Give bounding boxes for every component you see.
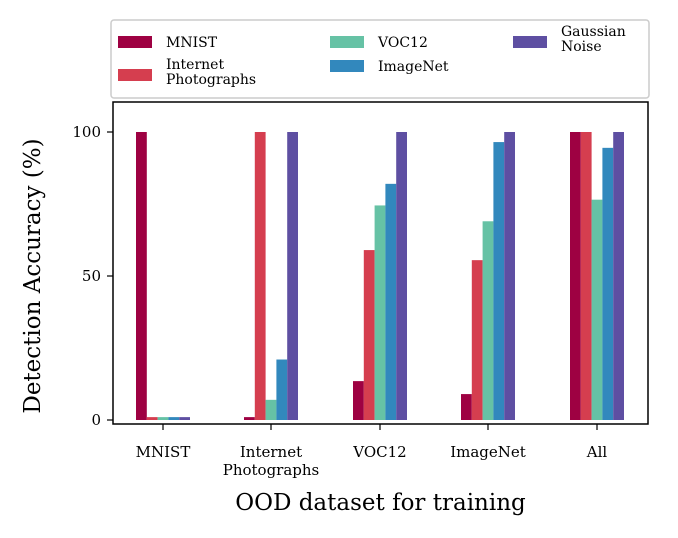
bar-0-1	[146, 417, 158, 420]
bar-3-3	[493, 142, 505, 420]
bar-4-0	[570, 132, 581, 420]
bar-4-2	[591, 199, 603, 420]
legend-swatch-0	[118, 36, 152, 48]
y-axis: 0 50 100	[72, 123, 113, 429]
bar-1-4	[287, 132, 298, 420]
x-tick-label-2: VOC12	[352, 443, 406, 461]
y-axis-label: Detection Accuracy (%)	[20, 138, 46, 413]
bar-2-2	[374, 205, 386, 420]
legend-label-2: VOC12	[377, 35, 428, 51]
x-tick-label-1: Internet Photographs	[223, 443, 320, 479]
legend-swatch-4	[513, 36, 547, 48]
legend-label-0: MNIST	[166, 35, 218, 51]
bar-4-4	[613, 132, 624, 420]
x-tick-label-0: MNIST	[136, 443, 191, 461]
bar-0-3	[168, 417, 180, 420]
bar-3-1	[471, 260, 483, 420]
x-axis-label: OOD dataset for training	[235, 490, 526, 516]
x-tick-label-3: ImageNet	[450, 443, 526, 461]
bar-3-2	[482, 221, 494, 420]
bar-3-4	[504, 132, 515, 420]
bar-1-1	[254, 132, 266, 420]
legend-label-1: Internet Photographs	[166, 57, 256, 88]
bar-2-3	[385, 183, 397, 420]
bar-1-2	[265, 399, 277, 420]
legend-label-3: ImageNet	[378, 59, 449, 75]
bar-4-3	[602, 147, 614, 420]
x-tick-label-4: All	[586, 443, 608, 461]
legend-swatch-1	[118, 69, 152, 81]
bar-0-4	[179, 417, 190, 420]
bar-0-0	[136, 132, 147, 420]
bar-2-4	[396, 132, 407, 420]
y-tick-label-2: 100	[72, 123, 101, 141]
y-tick-label-1: 50	[82, 267, 101, 285]
legend: MNIST Internet Photographs VOC12 ImageNet Gau…	[110, 19, 650, 99]
x-axis: MNIST Internet Photographs VOC12 ImageNet All	[136, 424, 608, 479]
bar-0-2	[157, 417, 169, 420]
y-tick-label-0: 0	[91, 411, 101, 429]
legend-label-4: Gaussian Noise	[561, 24, 626, 55]
bars	[136, 132, 624, 420]
bar-1-3	[276, 359, 288, 420]
bar-2-0	[353, 381, 364, 420]
legend-swatch-3	[330, 60, 364, 72]
bar-1-0	[244, 417, 255, 420]
bar-3-0	[461, 394, 472, 420]
legend-swatch-2	[330, 36, 364, 48]
bar-2-1	[363, 250, 375, 420]
bar-4-1	[580, 132, 592, 420]
